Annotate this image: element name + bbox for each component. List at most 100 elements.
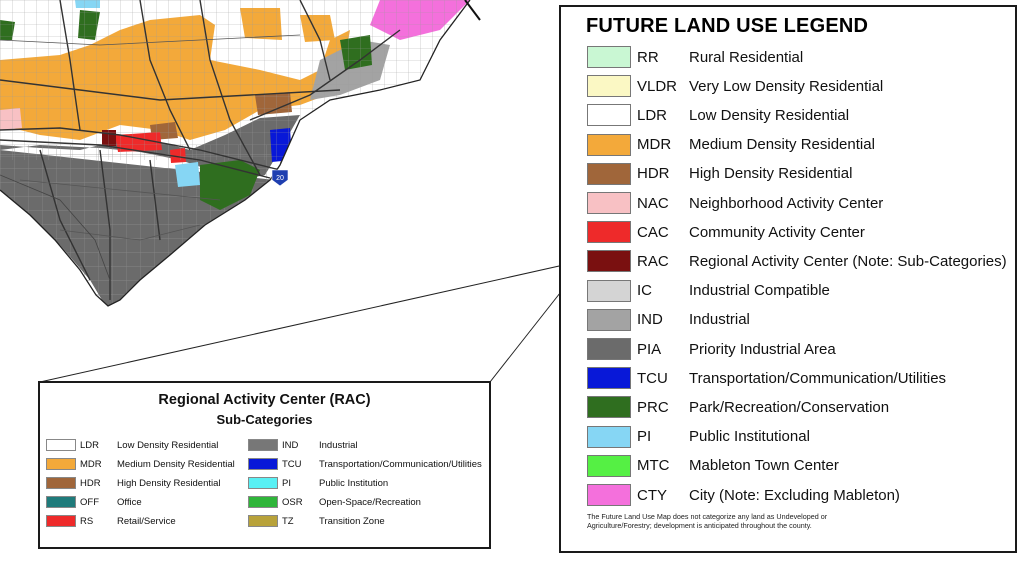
legend-title: FUTURE LAND USE LEGEND (586, 15, 869, 37)
rac-item-rs: RS Retail/Service (46, 514, 176, 528)
legend-label: Priority Industrial Area (689, 340, 836, 358)
rac-item-tz: TZ Transition Zone (248, 514, 385, 528)
rac-label: Medium Density Residential (117, 458, 235, 470)
rac-label: Industrial (319, 439, 358, 451)
legend-item-tcu: TCU Transportation/Communication/Utilitie… (587, 366, 946, 390)
legend-item-cty: CTY City (Note: Excluding Mableton) (587, 483, 900, 507)
future-land-use-legend: FUTURE LAND USE LEGEND RR Rural Residenti… (559, 5, 1017, 553)
legend-item-rac: RAC Regional Activity Center (Note: Sub-C… (587, 249, 1007, 273)
legend-label: Public Institutional (689, 428, 810, 446)
rac-title: Regional Activity Center (RAC) (158, 392, 371, 408)
interstate-shield-icon: 20 (271, 169, 289, 187)
legend-swatch (587, 279, 631, 302)
rac-label: Low Density Residential (117, 439, 219, 451)
legend-swatch (587, 454, 631, 477)
legend-note: The Future Land Use Map does not categor… (587, 512, 828, 530)
legend-code: VLDR (637, 77, 678, 95)
legend-swatch (587, 162, 631, 185)
legend-label: Neighborhood Activity Center (689, 194, 884, 212)
map-prc-area (200, 160, 260, 210)
legend-item-ind: IND Industrial (587, 308, 750, 332)
interstate-number: 20 (276, 175, 284, 182)
legend-swatch (587, 396, 631, 419)
legend-code: RR (637, 48, 659, 66)
legend-label: Mableton Town Center (689, 457, 839, 475)
legend-swatch (587, 192, 631, 214)
legend-label: Park/Recreation/Conservation (689, 398, 890, 416)
rac-label: Retail/Service (117, 515, 176, 527)
legend-label: Regional Activity Center (Note: Sub-Cate… (689, 252, 1007, 270)
rac-item-hdr: HDR High Density Residential (46, 476, 221, 490)
rac-item-off: OFF Office (46, 495, 142, 509)
legend-label: Low Density Residential (689, 106, 850, 124)
rac-item-mdr: MDR Medium Density Residential (46, 457, 235, 471)
rac-swatch (248, 515, 278, 527)
rac-swatch (46, 439, 76, 451)
legend-label: High Density Residential (689, 165, 853, 183)
rac-subcategories-box: Regional Activity Center (RAC) Sub-Categ… (38, 381, 491, 549)
legend-label: Very Low Density Residential (689, 77, 884, 95)
legend-code: TCU (637, 369, 668, 387)
legend-swatch (587, 338, 631, 360)
legend-code: NAC (637, 194, 669, 212)
legend-item-vldr: VLDR Very Low Density Residential (587, 74, 883, 98)
legend-code: PIA (637, 340, 662, 358)
legend-item-nac: NAC Neighborhood Activity Center (587, 191, 883, 215)
legend-item-pia: PIA Priority Industrial Area (587, 337, 836, 361)
legend-item-ldr: LDR Low Density Residential (587, 103, 849, 127)
rac-subtitle: Sub-Categories (216, 412, 313, 427)
rac-swatch (46, 458, 76, 470)
rac-code: TCU (282, 458, 302, 470)
legend-code: IC (637, 282, 652, 300)
rac-code: OSR (282, 496, 303, 508)
rac-code: OFF (80, 496, 99, 508)
rac-code: PI (282, 477, 291, 489)
legend-swatch (587, 250, 631, 273)
legend-code: RAC (637, 252, 669, 270)
rac-swatch (248, 477, 278, 489)
rac-code: TZ (282, 515, 294, 527)
rac-code: IND (282, 439, 299, 451)
map-pi-area (175, 162, 200, 187)
legend-code: PI (637, 428, 652, 446)
legend-label: Industrial (689, 311, 750, 329)
legend-item-mtc: MTC Mableton Town Center (587, 454, 839, 478)
rac-label: Office (117, 496, 142, 508)
legend-swatch (587, 484, 631, 506)
legend-item-hdr: HDR High Density Residential (587, 162, 852, 186)
legend-swatch (587, 221, 631, 244)
rac-label: High Density Residential (117, 477, 221, 489)
rac-label: Transportation/Communication/Utilities (319, 458, 482, 470)
rac-label: Transition Zone (319, 515, 385, 527)
legend-label: Rural Residential (689, 48, 804, 66)
legend-swatch (587, 308, 631, 331)
legend-code: LDR (637, 106, 668, 124)
legend-code: CAC (637, 223, 669, 241)
legend-code: PRC (637, 398, 669, 416)
legend-code: CTY (637, 486, 667, 504)
legend-label: Transportation/Communication/Utilities (689, 369, 947, 387)
legend-label: Community Activity Center (689, 223, 865, 241)
legend-swatch (587, 367, 631, 390)
rac-code: LDR (80, 439, 100, 451)
legend-item-rr: RR Rural Residential (587, 45, 803, 69)
legend-code: HDR (637, 165, 670, 183)
legend-swatch (587, 104, 631, 127)
legend-label: City (Note: Excluding Mableton) (689, 486, 900, 504)
legend-swatch (587, 46, 631, 68)
rac-code: MDR (80, 458, 102, 470)
rac-item-osr: OSR Open-Space/Recreation (248, 495, 421, 509)
legend-item-prc: PRC Park/Recreation/Conservation (587, 395, 889, 419)
legend-item-pi: PI Public Institutional (587, 425, 810, 449)
legend-item-mdr: MDR Medium Density Residential (587, 133, 875, 157)
rac-item-ind: IND Industrial (248, 438, 358, 452)
legend-swatch (587, 133, 631, 156)
rac-swatch (46, 477, 76, 489)
legend-item-ic: IC Industrial Compatible (587, 279, 830, 303)
legend-code: IND (637, 311, 663, 329)
rac-swatch (46, 515, 76, 527)
rac-swatch (248, 496, 278, 508)
rac-item-ldr: LDR Low Density Residential (46, 438, 218, 452)
rac-label: Public Institution (319, 477, 389, 489)
legend-label: Medium Density Residential (689, 136, 875, 154)
